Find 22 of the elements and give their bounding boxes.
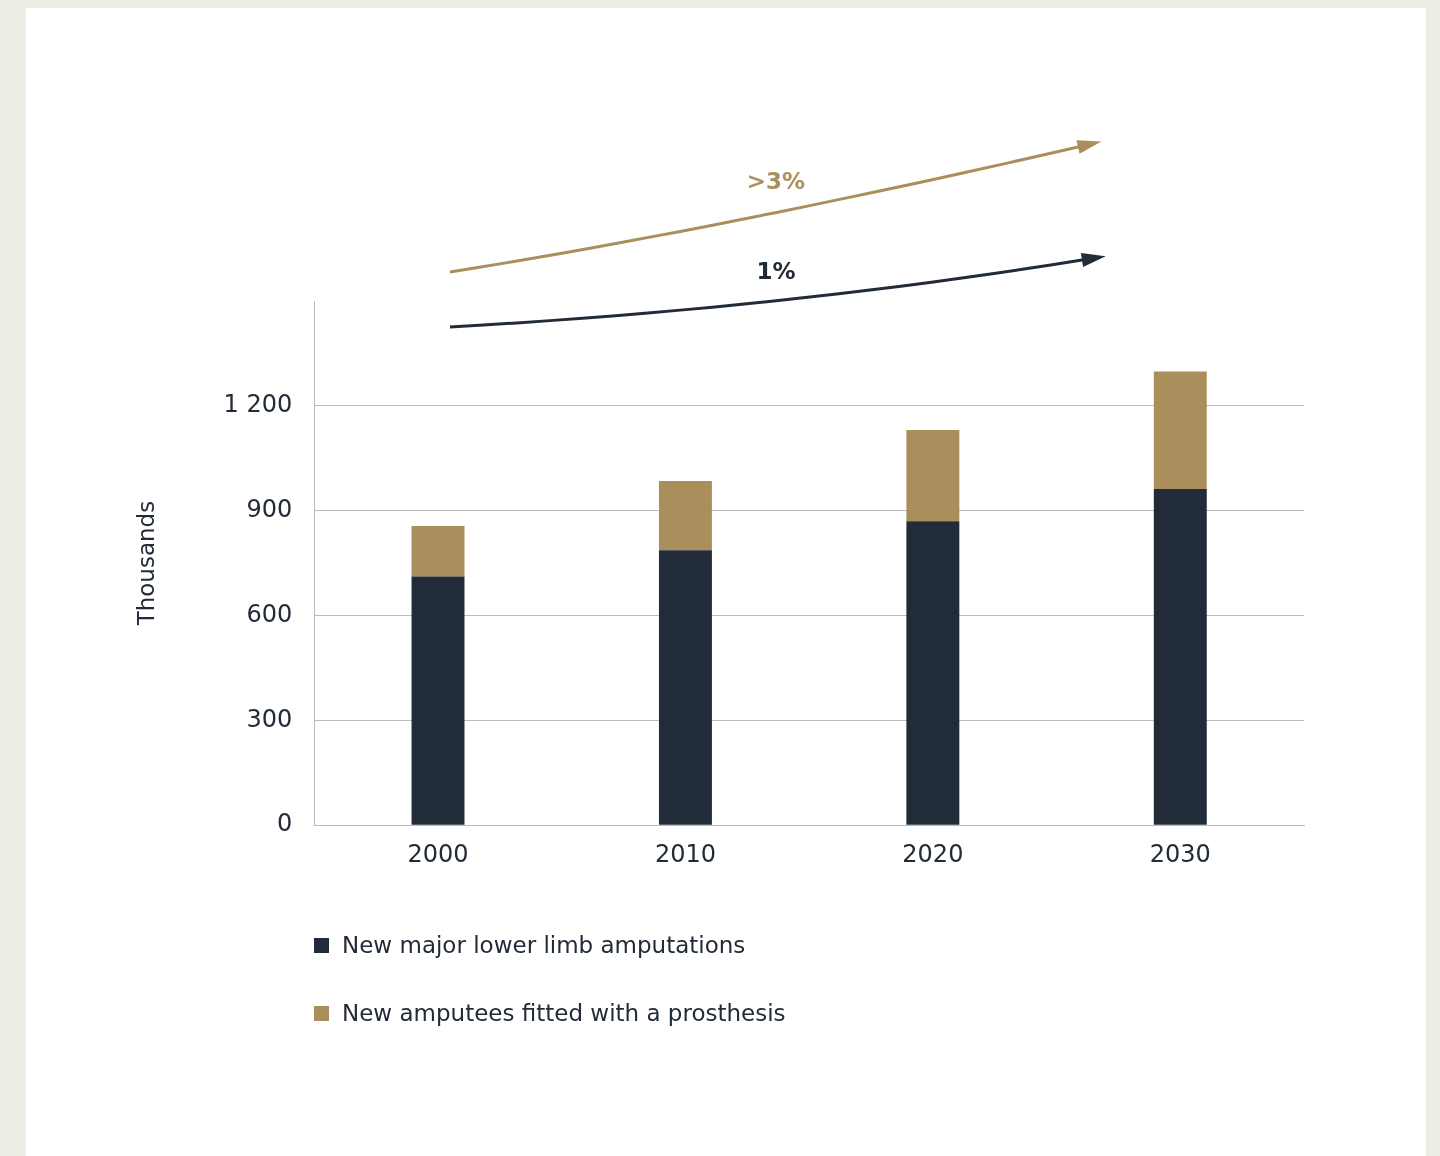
y-tick-label: 600 [246,599,293,628]
bar [1153,489,1207,825]
bar [658,480,712,551]
legend-label: New amputees fitted with a prosthesis [342,1000,786,1026]
bar [411,526,465,577]
bar [906,521,960,825]
x-tick-label: 2030 [1149,839,1211,868]
y-axis-title: Thousands [132,500,159,627]
text: >3% [746,168,806,194]
bar [906,429,960,522]
bar [1153,371,1207,490]
bar [411,576,465,825]
y-tick-label: 900 [246,494,293,523]
y-tick-label: 0 [277,809,293,838]
legend-label: New major lower limb amputations [342,932,746,958]
bar [658,550,712,825]
x-tick-label: 2020 [902,839,964,868]
y-tick-label: 300 [246,704,293,733]
x-tick-label: 2010 [654,839,716,868]
x-tick-label: 2000 [407,839,469,868]
y-tick-label: 1 200 [223,390,293,419]
text: 1% [756,258,796,284]
